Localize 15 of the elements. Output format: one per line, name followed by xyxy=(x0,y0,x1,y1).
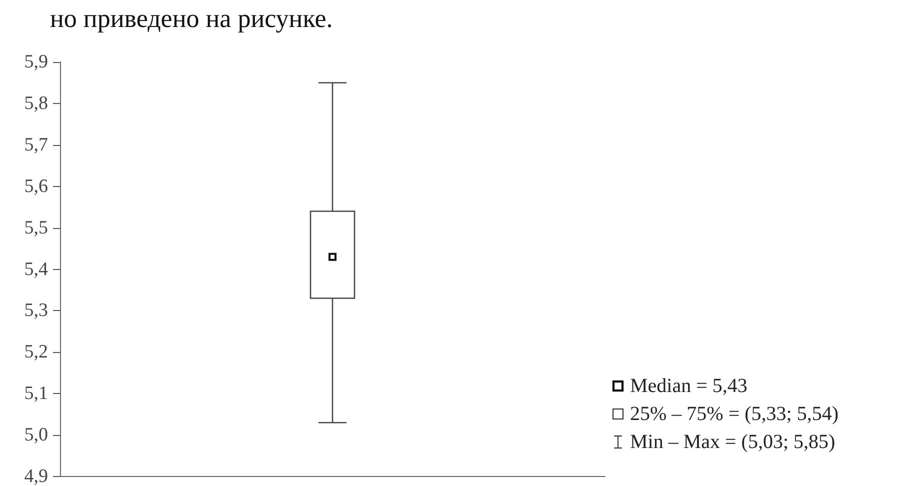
y-tick-label: 5,8 xyxy=(24,92,48,114)
y-tick-label: 5,0 xyxy=(24,424,48,446)
y-tick-label: 5,9 xyxy=(24,52,48,72)
text: Median = 5,43 xyxy=(630,374,748,399)
text: 25% – 75% = (5,33; 5,54) xyxy=(630,402,838,427)
y-tick-label: 4,9 xyxy=(24,466,48,486)
text: Min – Max = (5,03; 5,85) xyxy=(630,430,836,455)
y-tick-label: 5,2 xyxy=(24,342,48,363)
y-tick-label: 5,6 xyxy=(24,176,48,197)
y-tick-label: 5,5 xyxy=(24,217,48,238)
y-tick-label: 5,1 xyxy=(24,383,48,404)
y-tick-label: 5,4 xyxy=(24,258,48,280)
text: но приведено на рисунке. xyxy=(50,4,333,34)
y-tick-label: 5,3 xyxy=(24,300,48,322)
y-tick-label: 5,7 xyxy=(24,134,48,156)
